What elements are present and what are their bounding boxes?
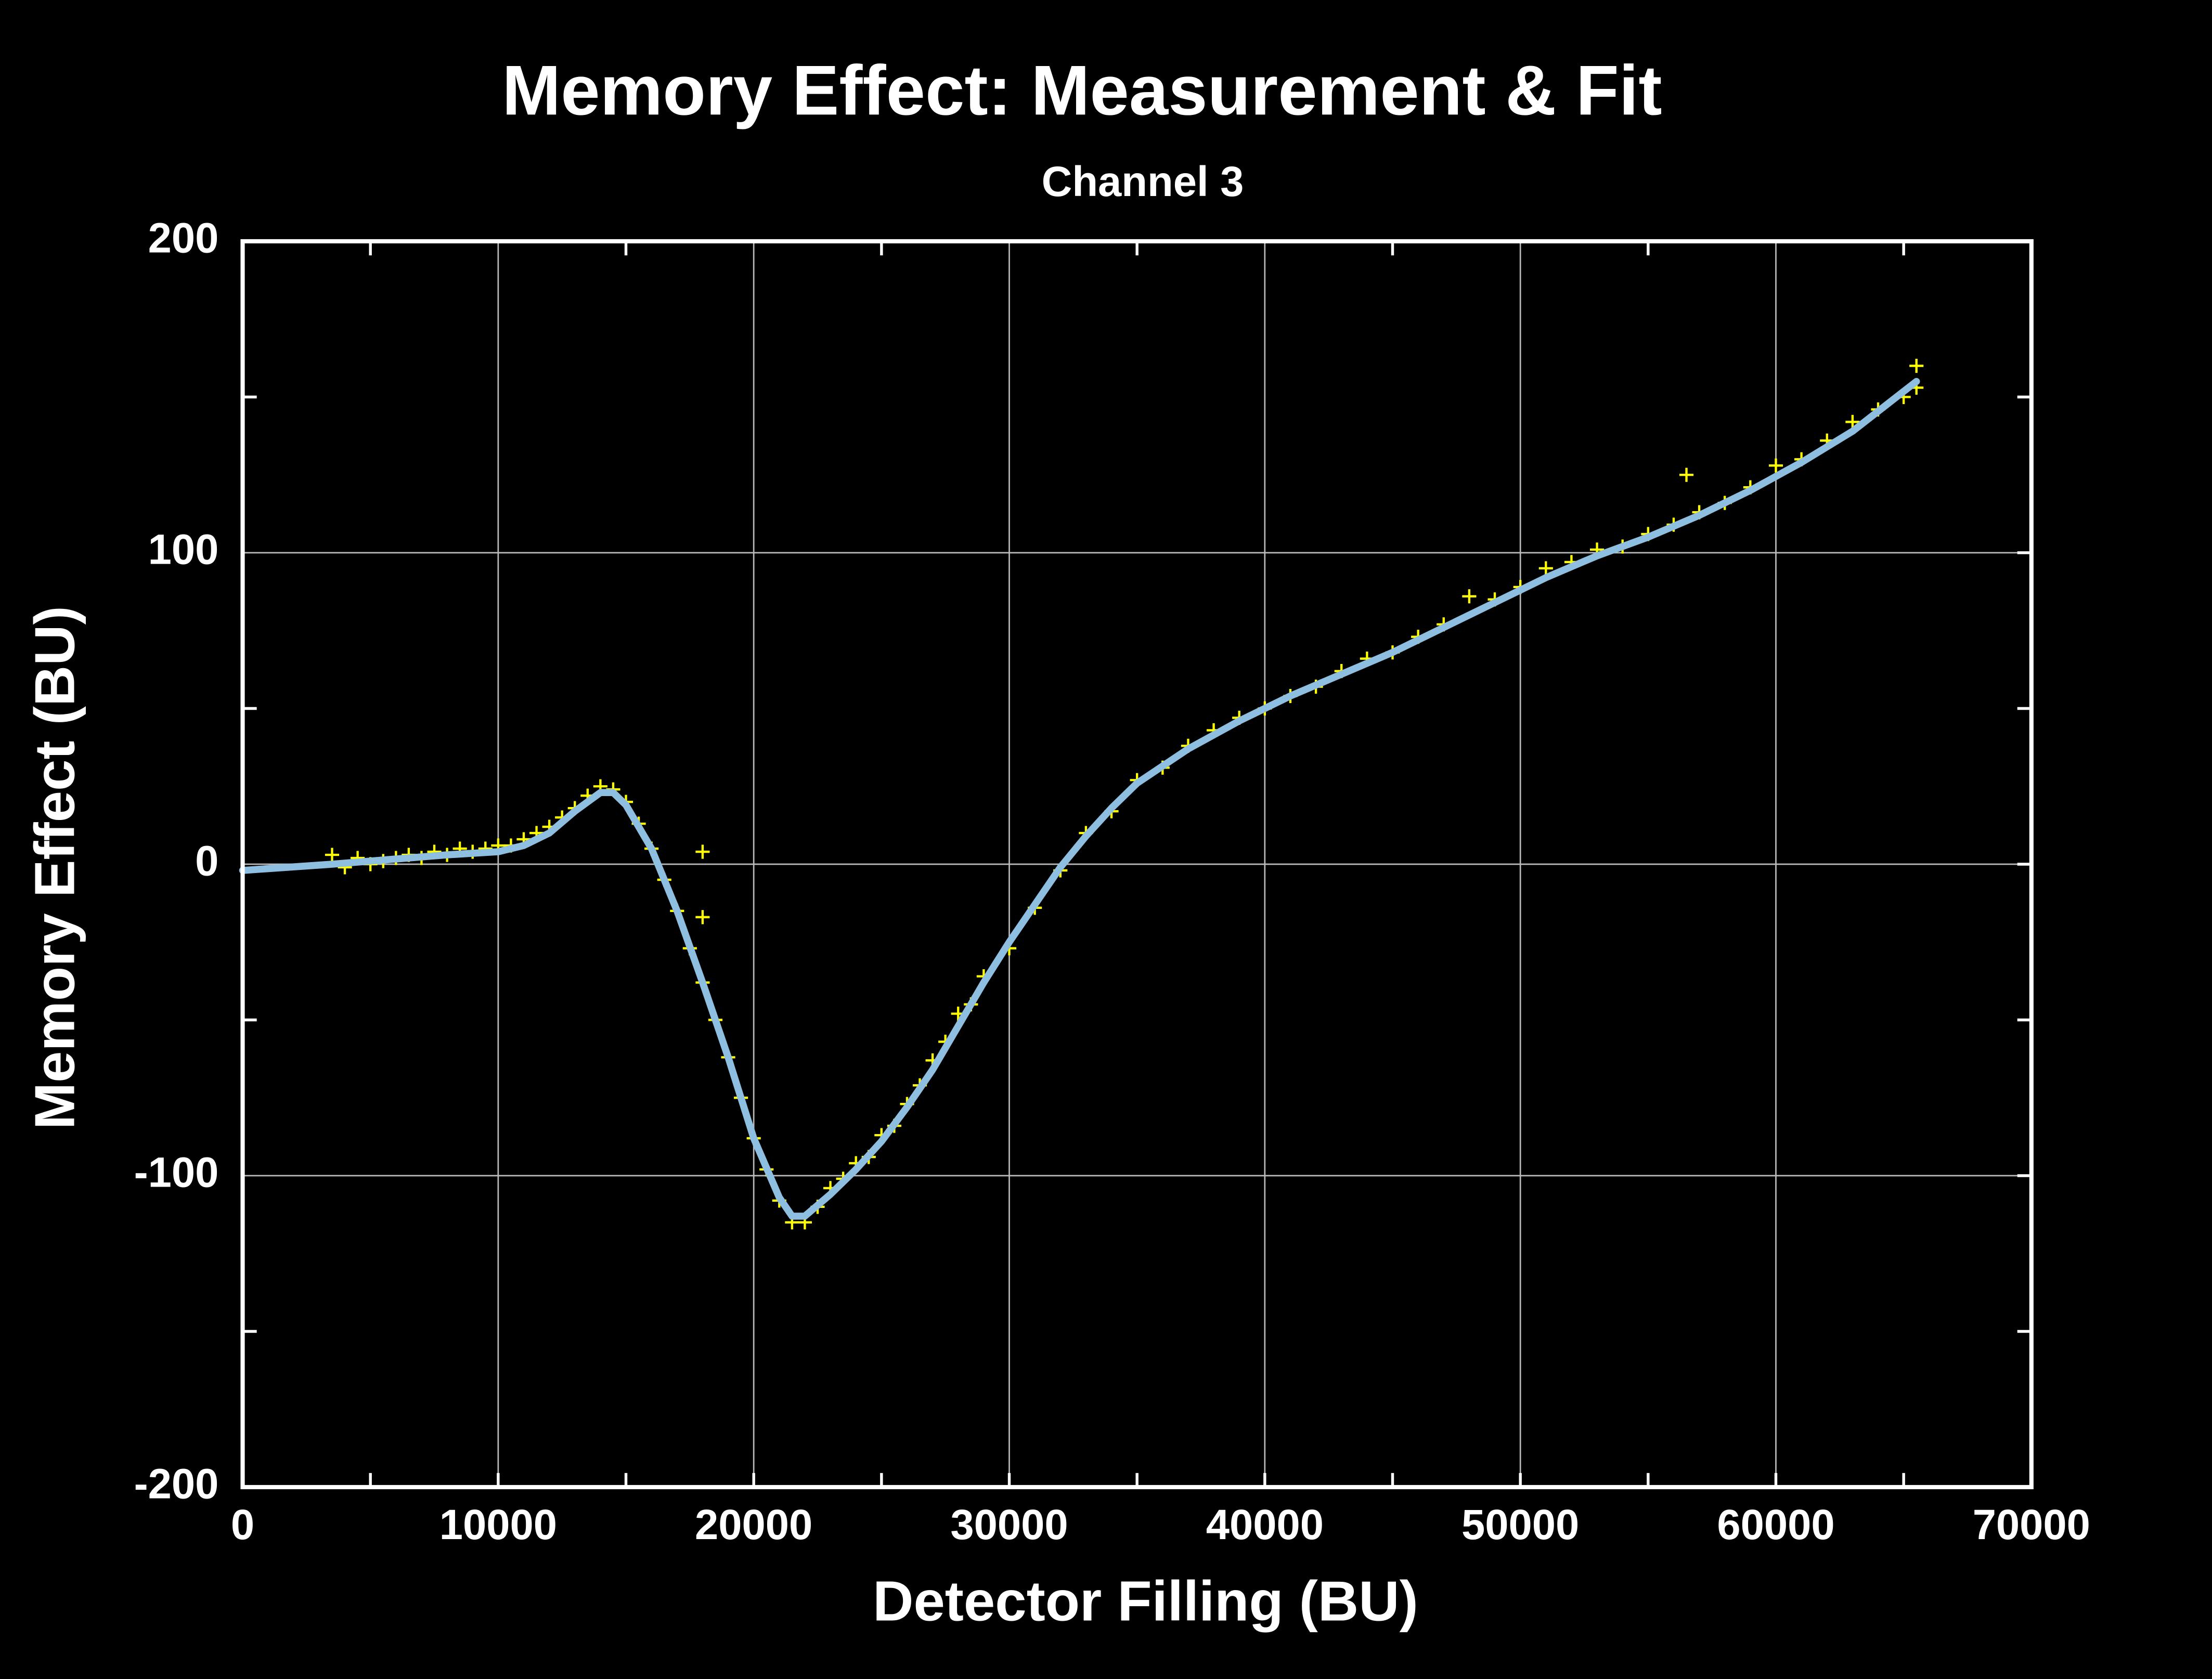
data-point	[1909, 359, 1924, 373]
x-tick-label: 10000	[439, 1501, 557, 1548]
y-axis-label: Memory Effect (BU)	[23, 606, 86, 1129]
chart-title: Memory Effect: Measurement & Fit	[502, 50, 1662, 129]
data-point	[325, 848, 340, 862]
x-tick-label: 70000	[1973, 1501, 2090, 1548]
fit-line	[239, 378, 1920, 1220]
data-point	[695, 844, 710, 859]
x-axis-label: Detector Filling (BU)	[873, 1570, 1418, 1633]
data-point	[1462, 589, 1477, 604]
y-tick-label: 0	[195, 837, 218, 884]
x-tick-label: 20000	[695, 1501, 812, 1548]
y-tick-label: -200	[134, 1460, 219, 1507]
x-tick-label: 60000	[1717, 1501, 1834, 1548]
chart-subtitle: Channel 3	[1042, 158, 1244, 205]
y-tick-label: -100	[134, 1149, 219, 1196]
x-tick-label: 50000	[1461, 1501, 1579, 1548]
data-point	[1538, 561, 1553, 576]
y-tick-label: 200	[148, 214, 219, 262]
data-point	[695, 910, 710, 925]
plot-frame	[240, 239, 2034, 1490]
data-point	[1768, 458, 1783, 473]
y-tick-label: 100	[148, 526, 219, 573]
x-tick-label: 40000	[1206, 1501, 1324, 1548]
x-tick-label: 0	[231, 1501, 254, 1548]
data-point	[1679, 467, 1694, 482]
x-tick-label: 30000	[950, 1501, 1068, 1548]
data-point	[1845, 414, 1860, 429]
